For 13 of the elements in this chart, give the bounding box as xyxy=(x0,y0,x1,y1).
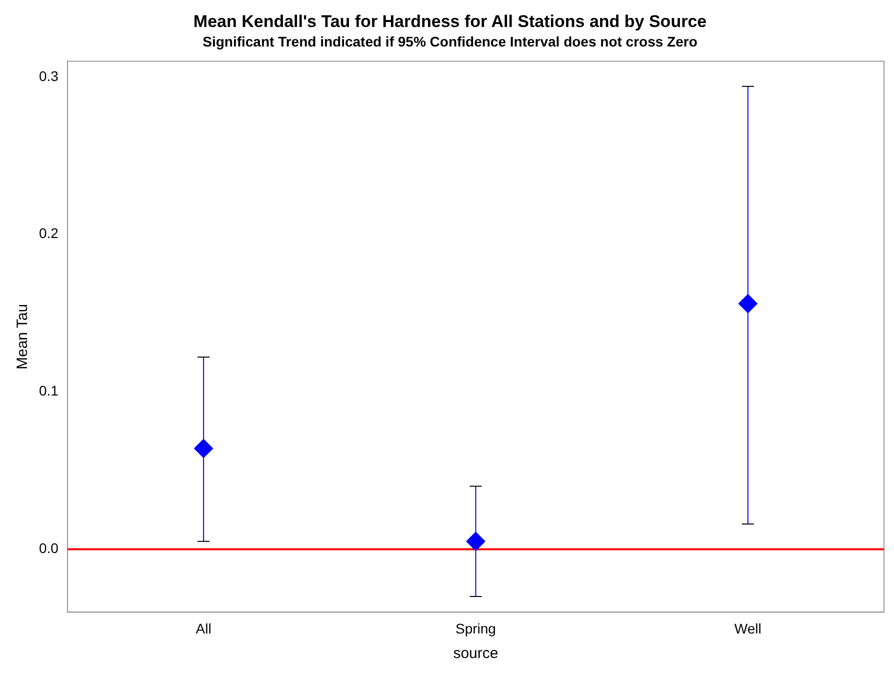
y-axis-title: Mean Tau xyxy=(14,304,32,370)
point xyxy=(466,532,486,551)
chart-subtitle: Significant Trend indicated if 95% Confidence Interval does not cross Zero xyxy=(202,34,698,50)
x-tick-label: Well xyxy=(734,620,762,636)
x-axis-title: source xyxy=(453,645,498,662)
y-tick-label: 0.0 xyxy=(38,540,59,556)
y-tick-label: 0.2 xyxy=(38,225,59,242)
chart-title: Mean Kendall's Tau for Hardness for All Stations and by Source xyxy=(193,12,707,31)
x-tick-label: Spring xyxy=(455,620,496,636)
x-tick-label: All xyxy=(196,620,212,636)
point xyxy=(194,438,214,458)
y-tick-label: 0.1 xyxy=(38,382,59,399)
y-tick-label: 0.3 xyxy=(38,68,59,84)
